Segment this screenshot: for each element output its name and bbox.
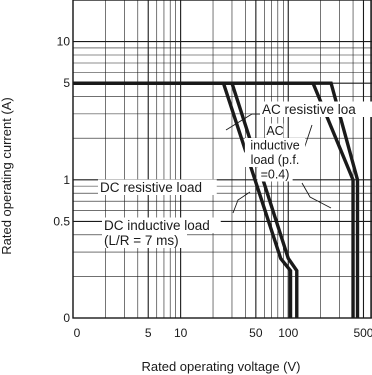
- series-layer: [73, 81, 360, 318]
- x-tick-label: 10: [174, 326, 188, 340]
- annotation-bg: [98, 179, 217, 195]
- leader-line: [232, 191, 251, 214]
- annotation-bg: [257, 167, 293, 182]
- ac-inductive-label: inductive: [250, 139, 299, 153]
- annotation-bg: [244, 138, 306, 153]
- dc-inductive-label: (L/R = 7 ms): [104, 233, 179, 248]
- y-tick-labels: 0 0.5 1 5 10: [53, 35, 70, 325]
- ac-inductive-label: load (p.f.: [251, 153, 300, 167]
- x-tick-label: 100: [278, 326, 298, 340]
- x-tick-labels: 0 5 10 50 100 500: [74, 326, 372, 340]
- annotation-bg: [102, 232, 187, 248]
- x-tick-label: 5: [145, 326, 152, 340]
- leader-line: [301, 182, 332, 209]
- x-axis-title: Rated operating voltage (V): [142, 359, 301, 374]
- series-line-1: [73, 81, 360, 318]
- annotation-bg: [260, 101, 372, 117]
- x-tick-label: 50: [249, 326, 263, 340]
- dc-resistive-label: DC resistive load: [100, 180, 202, 195]
- ac-inductive-label: =0.4): [261, 168, 290, 182]
- y-tick-label: 0: [63, 311, 70, 325]
- annotation-bg: [241, 152, 309, 167]
- annotation-bg: [102, 217, 221, 233]
- ac-resistive-label: AC resistive loa: [262, 102, 356, 117]
- annotation-bg: [266, 123, 284, 138]
- series-line-4: [73, 81, 293, 318]
- dc-inductive-label: DC inductive load: [104, 218, 210, 233]
- y-tick-label: 5: [63, 76, 70, 90]
- x-tick-label: 500: [353, 326, 372, 340]
- y-tick-label: 0.5: [53, 214, 70, 228]
- x-tick-label: 0: [74, 326, 81, 340]
- y-tick-label: 10: [57, 35, 71, 49]
- plot-frame: [72, 0, 372, 319]
- y-tick-label: 1: [63, 173, 70, 187]
- grid-minor: [73, 0, 372, 318]
- ac-inductive-label: AC: [266, 124, 283, 138]
- y-axis-title: Rated operating current (A): [0, 97, 14, 255]
